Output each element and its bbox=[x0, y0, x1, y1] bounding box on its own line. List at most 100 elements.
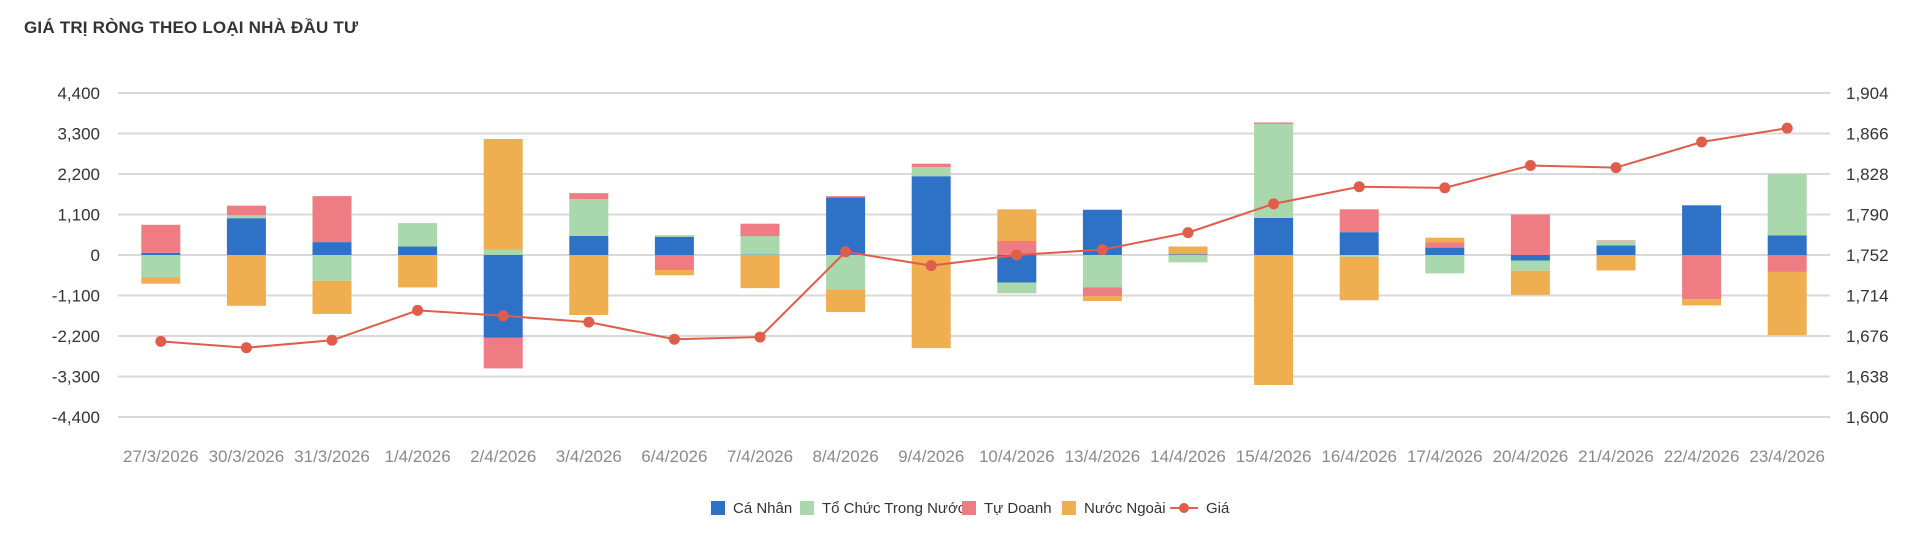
x-tick-label: 3/4/2026 bbox=[556, 447, 622, 466]
price-point bbox=[925, 260, 937, 272]
right-tick-label: 1,752 bbox=[1846, 246, 1889, 265]
price-point bbox=[155, 335, 167, 347]
left-tick-label: -1,100 bbox=[52, 287, 100, 306]
bar-segment bbox=[1168, 246, 1208, 255]
x-tick-label: 31/3/2026 bbox=[294, 447, 370, 466]
x-tick-label: 2/4/2026 bbox=[470, 447, 536, 466]
bar-segment bbox=[1254, 217, 1294, 255]
price-point bbox=[497, 310, 509, 322]
price-point bbox=[583, 316, 595, 328]
bar-segment bbox=[1596, 255, 1636, 271]
bar-segment bbox=[398, 246, 438, 255]
left-tick-label: 0 bbox=[91, 246, 100, 265]
right-axis-ticks: 1,904 1,866 1,828 1,790 1,752 1,714 1,676 1,638… bbox=[1846, 84, 1889, 427]
price-point bbox=[412, 304, 424, 316]
price-point bbox=[1781, 122, 1793, 134]
left-tick-label: -4,400 bbox=[52, 408, 100, 427]
left-tick-label: 3,300 bbox=[57, 125, 100, 144]
bar-segment bbox=[1682, 299, 1722, 306]
legend-swatch bbox=[711, 501, 725, 515]
bar-segment bbox=[740, 255, 780, 289]
bar-segment bbox=[826, 197, 866, 255]
price-point bbox=[1610, 162, 1622, 174]
x-tick-label: 9/4/2026 bbox=[898, 447, 964, 466]
bar-series bbox=[141, 122, 1807, 385]
x-tick-label: 16/4/2026 bbox=[1321, 447, 1397, 466]
bar-segment bbox=[1510, 260, 1550, 271]
x-tick-label: 6/4/2026 bbox=[641, 447, 707, 466]
price-point bbox=[240, 342, 252, 354]
bar-segment bbox=[1767, 255, 1807, 272]
bar-segment bbox=[226, 215, 266, 219]
bar-segment bbox=[1767, 235, 1807, 255]
price-point bbox=[1524, 159, 1536, 171]
bar-segment bbox=[1254, 122, 1294, 124]
bar-segment bbox=[1082, 255, 1122, 288]
x-tick-label: 30/3/2026 bbox=[209, 447, 285, 466]
bar-segment bbox=[1596, 245, 1636, 255]
bar-segment bbox=[1339, 232, 1379, 255]
bar-segment bbox=[654, 236, 694, 255]
x-tick-label: 23/4/2026 bbox=[1749, 447, 1825, 466]
legend-label: Nước Ngoài bbox=[1084, 500, 1166, 517]
bar-segment bbox=[1767, 174, 1807, 236]
x-tick-label: 8/4/2026 bbox=[813, 447, 879, 466]
price-point bbox=[1353, 181, 1365, 193]
bar-segment bbox=[1082, 287, 1122, 297]
price-line-series bbox=[155, 122, 1793, 354]
bar-segment bbox=[654, 255, 694, 271]
bar-segment bbox=[398, 223, 438, 224]
bar-segment bbox=[654, 270, 694, 276]
bar-segment bbox=[1425, 247, 1465, 255]
x-tick-label: 17/4/2026 bbox=[1407, 447, 1483, 466]
x-tick-label: 1/4/2026 bbox=[385, 447, 451, 466]
bar-segment bbox=[1510, 255, 1550, 261]
x-tick-label: 13/4/2026 bbox=[1065, 447, 1141, 466]
bar-segment bbox=[483, 337, 523, 369]
price-point bbox=[1011, 249, 1023, 261]
bar-segment bbox=[1510, 214, 1550, 255]
bar-segment bbox=[1596, 240, 1636, 246]
bar-segment bbox=[1168, 254, 1208, 255]
right-tick-label: 1,638 bbox=[1846, 368, 1889, 387]
x-tick-label: 20/4/2026 bbox=[1493, 447, 1569, 466]
x-axis-ticks: 27/3/2026 30/3/2026 31/3/2026 1/4/2026 2/4/2… bbox=[123, 447, 1825, 466]
x-tick-label: 27/3/2026 bbox=[123, 447, 199, 466]
bar-segment bbox=[654, 235, 694, 237]
right-tick-label: 1,866 bbox=[1846, 125, 1889, 144]
left-tick-label: 4,400 bbox=[57, 84, 100, 103]
price-point bbox=[1268, 198, 1280, 210]
bar-segment bbox=[141, 277, 181, 284]
bar-segment bbox=[1510, 270, 1550, 295]
bar-segment bbox=[997, 282, 1037, 294]
bar-segment bbox=[1339, 209, 1379, 233]
bar-segment bbox=[1425, 237, 1465, 243]
bar-segment bbox=[997, 209, 1037, 242]
legend-line-marker bbox=[1179, 503, 1189, 513]
bar-segment bbox=[398, 223, 438, 247]
left-tick-label: 2,200 bbox=[57, 165, 100, 184]
x-tick-label: 15/4/2026 bbox=[1236, 447, 1312, 466]
left-tick-label: -2,200 bbox=[52, 327, 100, 346]
bar-segment bbox=[997, 241, 1037, 255]
price-point bbox=[1182, 227, 1194, 239]
bar-segment bbox=[312, 196, 352, 243]
legend: Cá Nhân Tổ Chức Trong Nước Tự Doanh Nước Ng… bbox=[711, 500, 1230, 517]
bar-segment bbox=[226, 205, 266, 216]
x-tick-label: 10/4/2026 bbox=[979, 447, 1055, 466]
bar-segment bbox=[226, 255, 266, 306]
bar-segment bbox=[141, 224, 181, 253]
bar-segment bbox=[740, 236, 780, 255]
x-tick-label: 22/4/2026 bbox=[1664, 447, 1740, 466]
legend-label: Tổ Chức Trong Nước bbox=[822, 500, 966, 517]
legend-swatch bbox=[800, 501, 814, 515]
left-tick-label: 1,100 bbox=[57, 206, 100, 225]
bar-segment bbox=[911, 176, 951, 255]
x-tick-label: 14/4/2026 bbox=[1150, 447, 1226, 466]
bar-segment bbox=[569, 235, 609, 255]
bar-segment bbox=[826, 196, 866, 198]
bar-segment bbox=[312, 280, 352, 314]
bar-segment bbox=[569, 193, 609, 200]
bar-segment bbox=[911, 167, 951, 177]
